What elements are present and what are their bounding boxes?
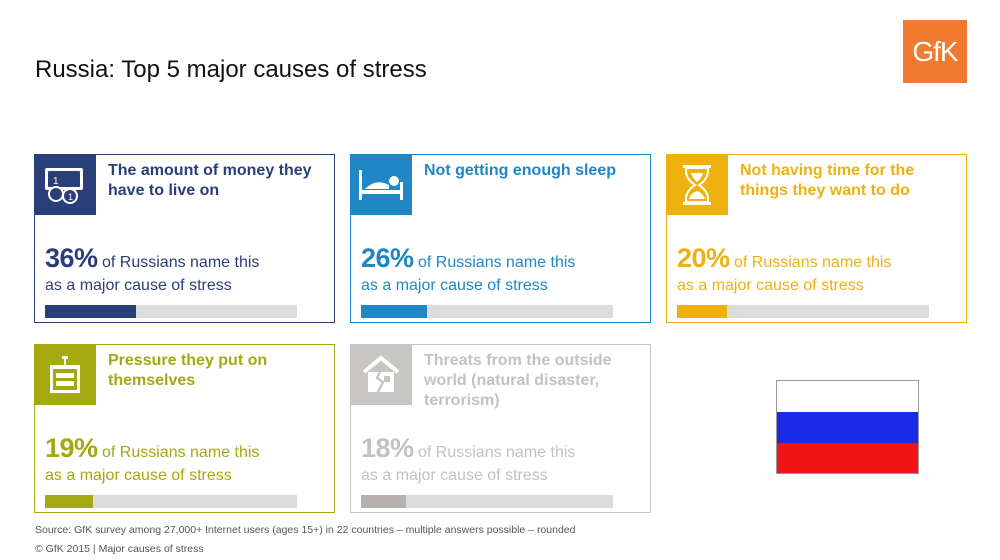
- card-stat: 20% of Russians name this as a major cau…: [677, 245, 957, 297]
- percent-bar: [361, 305, 613, 318]
- card-stat-line1: of Russians name this: [413, 254, 576, 271]
- card-stat-line2: as a major cause of stress: [361, 277, 548, 294]
- card-stat-line1: of Russians name this: [97, 444, 260, 461]
- card-title: Not having time for the things they want…: [740, 162, 915, 199]
- page-title: Russia: Top 5 major causes of stress: [35, 56, 427, 83]
- card-stat: 26% of Russians name this as a major cau…: [361, 245, 641, 297]
- card-percent: 19%: [45, 433, 98, 463]
- card-title: Threats from the outside world (natural …: [424, 352, 612, 409]
- percent-bar-fill: [677, 305, 728, 318]
- cause-card-money: 1 1 The amount of money they have to liv…: [34, 154, 335, 323]
- flag-stripe-blue: [777, 412, 918, 443]
- card-stat-line2: as a major cause of stress: [45, 277, 232, 294]
- flag-stripe-red: [777, 443, 918, 473]
- pressure-icon: [34, 344, 96, 405]
- svg-text:1: 1: [68, 192, 73, 202]
- svg-text:1: 1: [53, 176, 59, 187]
- bed-icon: [350, 154, 412, 215]
- percent-bar-fill: [45, 495, 93, 508]
- card-percent: 20%: [677, 243, 730, 273]
- flag-stripe-white: [777, 381, 918, 412]
- cause-card-pressure: Pressure they put on themselves 19% of R…: [34, 344, 335, 513]
- card-stat-line1: of Russians name this: [97, 254, 260, 271]
- broken-house-icon: [350, 344, 412, 405]
- percent-bar-fill: [361, 495, 407, 508]
- percent-bar: [45, 495, 297, 508]
- card-percent: 36%: [45, 243, 98, 273]
- copyright-note: © GfK 2015 | Major causes of stress: [35, 543, 204, 555]
- card-stat-line1: of Russians name this: [729, 254, 892, 271]
- card-stat: 19% of Russians name this as a major cau…: [45, 435, 325, 487]
- card-title: The amount of money they have to live on: [108, 162, 312, 199]
- card-stat-line2: as a major cause of stress: [677, 277, 864, 294]
- card-stat-line2: as a major cause of stress: [361, 467, 548, 484]
- source-note: Source: GfK survey among 27,000+ Interne…: [35, 524, 576, 536]
- card-title: Pressure they put on themselves: [108, 352, 268, 389]
- card-stat-line2: as a major cause of stress: [45, 467, 232, 484]
- percent-bar: [45, 305, 297, 318]
- card-percent: 18%: [361, 433, 414, 463]
- money-icon: 1 1: [34, 154, 96, 215]
- gfk-logo: GfK: [903, 20, 967, 83]
- card-title: Not getting enough sleep: [424, 162, 616, 179]
- percent-bar: [361, 495, 613, 508]
- percent-bar-fill: [45, 305, 136, 318]
- card-stat: 36% of Russians name this as a major cau…: [45, 245, 325, 297]
- hourglass-icon: [666, 154, 728, 215]
- cause-card-time: Not having time for the things they want…: [666, 154, 967, 323]
- card-stat-line1: of Russians name this: [413, 444, 576, 461]
- percent-bar: [677, 305, 929, 318]
- cause-card-threats: Threats from the outside world (natural …: [350, 344, 651, 513]
- russia-flag-icon: [776, 380, 919, 474]
- card-stat: 18% of Russians name this as a major cau…: [361, 435, 641, 487]
- logo-text: GfK: [912, 35, 958, 67]
- percent-bar-fill: [361, 305, 427, 318]
- card-percent: 26%: [361, 243, 414, 273]
- cause-card-sleep: Not getting enough sleep 26% of Russians…: [350, 154, 651, 323]
